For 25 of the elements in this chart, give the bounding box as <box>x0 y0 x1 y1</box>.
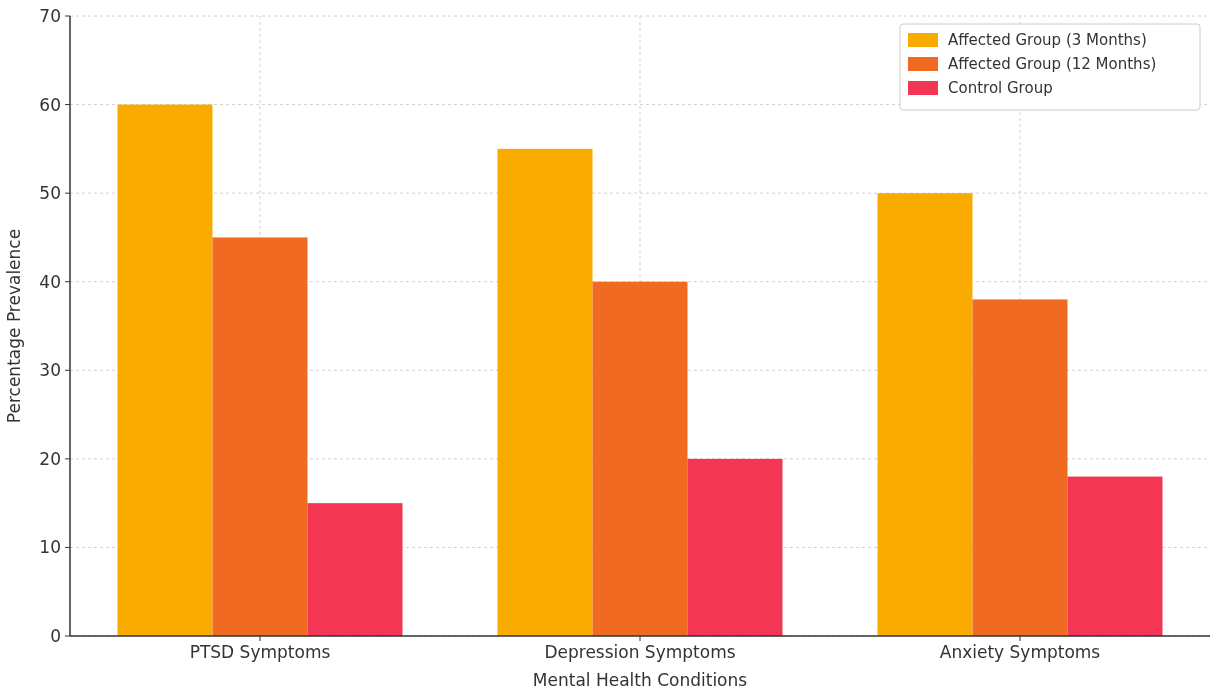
x-tick-label: PTSD Symptoms <box>189 642 331 662</box>
y-tick-label: 70 <box>39 5 61 26</box>
y-tick-label: 10 <box>39 537 61 558</box>
bar <box>1067 476 1163 636</box>
bar <box>117 104 213 636</box>
x-tick-label: Depression Symptoms <box>544 642 736 662</box>
legend-label: Affected Group (12 Months) <box>948 55 1157 74</box>
y-tick-label: 60 <box>39 94 61 115</box>
y-tick-label: 0 <box>50 625 61 646</box>
y-tick-label: 30 <box>39 360 61 381</box>
bar <box>972 299 1068 636</box>
bar <box>307 503 403 636</box>
bar <box>497 148 593 636</box>
legend-label: Control Group <box>948 79 1053 98</box>
bar <box>212 237 308 636</box>
y-tick-label: 20 <box>39 448 61 469</box>
y-tick-label: 40 <box>39 271 61 292</box>
y-axis-title: Percentage Prevalence <box>4 228 24 424</box>
bar <box>687 458 783 636</box>
bar <box>877 193 973 636</box>
bar <box>592 281 688 636</box>
legend-label: Affected Group (3 Months) <box>948 31 1147 50</box>
x-tick-label: Anxiety Symptoms <box>939 642 1101 662</box>
x-axis-title: Mental Health Conditions <box>532 670 748 690</box>
y-tick-label: 50 <box>39 183 61 204</box>
